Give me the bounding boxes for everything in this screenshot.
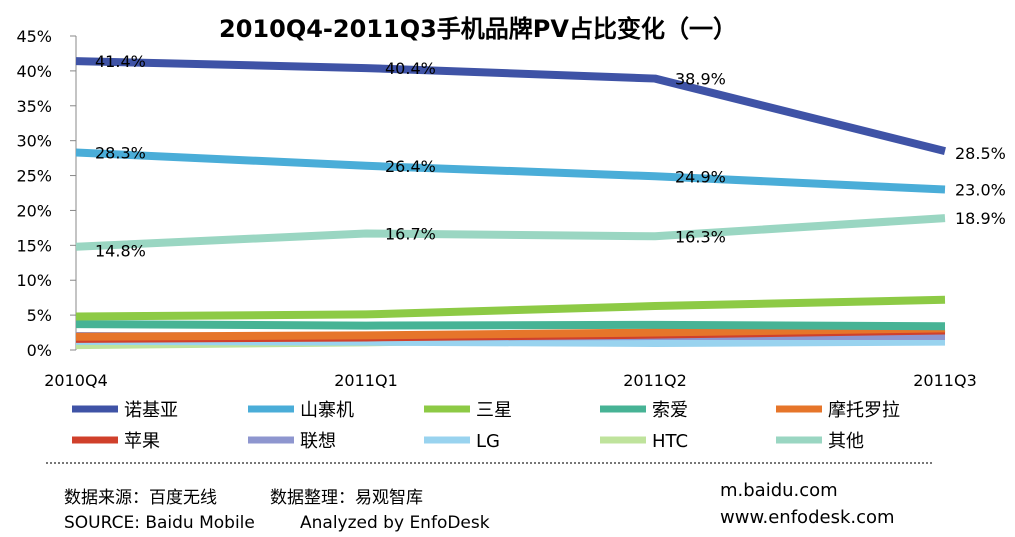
data-label: 14.8% — [95, 242, 146, 261]
x-tick-label: 2011Q2 — [623, 371, 687, 390]
data-labels: 41.4% 40.4% 38.9% 28.5% 28.3% 26.4% 24.9% 23.0%… — [95, 52, 1006, 261]
data-label: 41.4% — [95, 52, 146, 71]
data-label: 38.9% — [675, 70, 726, 89]
y-tick-label: 0% — [27, 341, 52, 360]
legend-label: 联想 — [300, 431, 336, 452]
series-line-3 — [75, 320, 946, 331]
footer-site-enfodesk[interactable]: www.enfodesk.com — [720, 507, 895, 528]
legend-label: 索爱 — [652, 400, 688, 421]
chart-title: 2010Q4-2011Q3手机品牌PV占比变化（一） — [219, 15, 737, 43]
legend-label: 诺基亚 — [124, 400, 178, 421]
series-line-1 — [75, 148, 946, 194]
footer-analyst-en: Analyzed by EnfoDesk — [300, 513, 490, 533]
series-line-4 — [75, 324, 946, 341]
x-tick-label: 2011Q1 — [334, 371, 398, 390]
x-axis-ticks: 2010Q4 2011Q1 2011Q2 2011Q3 — [44, 371, 977, 390]
legend-label: LG — [476, 431, 500, 452]
y-axis-ticks: 0% 5% 10% 15% 20% 25% 30% 35% 40% 45% — [16, 27, 76, 360]
footer-site-baidu[interactable]: m.baidu.com — [720, 480, 838, 501]
y-tick-label: 10% — [16, 271, 52, 290]
footer-source-en: SOURCE: Baidu Mobile — [64, 513, 255, 533]
series-lines — [75, 57, 946, 350]
footer-divider — [46, 462, 932, 464]
y-tick-label: 35% — [16, 97, 52, 116]
data-label: 23.0% — [955, 181, 1006, 200]
footer-source-cn: 数据来源：百度无线 — [64, 488, 217, 508]
y-tick-label: 20% — [16, 201, 52, 220]
series-line-2 — [75, 295, 946, 321]
legend-label: 三星 — [476, 400, 512, 421]
y-tick-label: 30% — [16, 132, 52, 151]
footer-analyst-cn: 数据整理：易观智库 — [270, 488, 423, 508]
x-tick-label: 2011Q3 — [913, 371, 977, 390]
series-line-0 — [75, 57, 946, 156]
y-tick-label: 45% — [16, 27, 52, 46]
legend-label: HTC — [652, 431, 688, 452]
y-tick-label: 5% — [27, 306, 52, 325]
data-label: 16.7% — [385, 224, 436, 243]
data-label: 28.3% — [95, 144, 146, 163]
data-label: 18.9% — [955, 209, 1006, 228]
y-tick-label: 25% — [16, 167, 52, 186]
legend-label: 摩托罗拉 — [828, 400, 900, 421]
y-tick-label: 15% — [16, 236, 52, 255]
series-line-9 — [75, 214, 946, 251]
data-label: 26.4% — [385, 157, 436, 176]
legend-label: 其他 — [828, 431, 864, 452]
data-label: 40.4% — [385, 59, 436, 78]
data-label: 16.3% — [675, 227, 726, 246]
legend-label: 山寨机 — [300, 400, 354, 421]
data-label: 24.9% — [675, 167, 726, 186]
x-tick-label: 2010Q4 — [44, 371, 108, 390]
y-tick-label: 40% — [16, 62, 52, 81]
legend-label: 苹果 — [124, 431, 160, 452]
data-label: 28.5% — [955, 144, 1006, 163]
